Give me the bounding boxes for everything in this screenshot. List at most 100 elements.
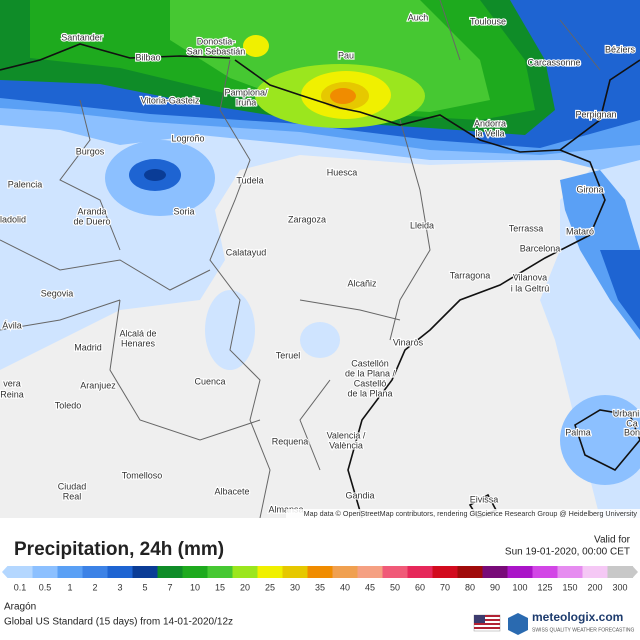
legend-swatch [82,566,108,578]
legend-label: 15 [215,582,225,592]
attribution-bg [286,509,640,518]
place-label: de la Plana / [345,368,396,378]
place-label: Pamplona/ [224,87,268,97]
region: Aragón [4,602,36,613]
legend: 0.1 0.5 1 2 3 5 7 10 15 20 25 30 35 40 45 50 60 70 80 90 100… [2,566,638,592]
place-label: Alcalá de [119,328,156,338]
place-label: Reina [0,389,24,399]
legend-swatch [607,566,633,578]
legend-swatch [182,566,208,578]
legend-swatch [507,566,533,578]
place-label: Toledo [55,400,82,410]
place-label: Donostia- [197,36,236,46]
legend-label: 0.1 [14,582,27,592]
legend-label: 45 [365,582,375,592]
legend-label: 80 [465,582,475,592]
place-label: Palma [565,427,591,437]
place-label: Eivissa [470,494,499,504]
legend-swatch [57,566,83,578]
place-label: Carcassonne [527,57,580,67]
place-label: Andorra [474,118,506,128]
place-label: Alcañiz [347,278,377,288]
valid-time: Sun 19-01-2020, 00:00 CET [505,547,630,558]
place-label: Tomelloso [122,470,163,480]
legend-swatch [32,566,58,578]
place-label: Madrid [74,342,102,352]
place-label: Soria [173,206,194,216]
legend-label: 0.5 [39,582,52,592]
logo [508,613,528,635]
legend-label: 3 [117,582,122,592]
place-label: Girona [576,184,603,194]
place-label: Logroño [171,133,204,143]
legend-arrow [632,566,638,578]
legend-label: 30 [290,582,300,592]
place-label: de la Plana [347,388,392,398]
flag [473,614,501,632]
footer: Precipitation, 24h (mm) Valid for Sun 19… [2,535,638,635]
attribution: Map data © OpenStreetMap contributors, r… [304,509,638,518]
legend-swatch [357,566,383,578]
legend-label: 70 [440,582,450,592]
legend-swatch [482,566,508,578]
place-label: Segovia [41,288,74,298]
legend-label: 35 [315,582,325,592]
place-label: Urbani [613,408,640,418]
legend-label: 150 [562,582,577,592]
place-label: Zaragoza [288,214,326,224]
place-label: Iruña [236,97,257,107]
legend-swatch [407,566,433,578]
legend-swatch [557,566,583,578]
map: Santander Bilbao Donostia-San Sebastián Auc… [0,0,640,518]
place-label: Tarragona [450,270,491,280]
place-label: Burgos [76,146,105,156]
place-label: Albacete [214,486,249,496]
legend-swatch [382,566,408,578]
place-label: Vitoria-Gasteiz [141,95,200,105]
place-label: Aranjuez [80,380,116,390]
place-label: Béziers [605,44,636,54]
legend-label: 50 [390,582,400,592]
place-label: Tudela [236,175,263,185]
place-label: Perpignan [575,109,616,119]
legend-swatch [257,566,283,578]
place-label: Gandia [345,490,374,500]
precip-area [600,250,640,330]
place-label: Valencia / [327,430,366,440]
title: Precipitation, 24h (mm) [14,539,224,560]
legend-arrow [2,566,8,578]
place-label: San Sebastián [187,46,246,56]
place-label: Toulouse [470,16,506,26]
precip-area [300,322,340,358]
tagline: SWISS QUALITY WEATHER FORECASTING [532,627,634,633]
places: Santander Bilbao Donostia-San Sebastián Auc… [0,11,640,515]
valid-label: Valid for [594,535,631,546]
place-label: Bon [624,427,640,437]
place-label: Huesca [327,167,358,177]
place-label: Mataró [566,226,594,236]
place-label: Cuenca [194,376,225,386]
place-label: la Vella [475,128,504,138]
legend-label: 1 [67,582,72,592]
legend-swatch [457,566,483,578]
place-label: Requena [272,436,309,446]
place-label: Vinaròs [393,337,424,347]
place-label: Pau [338,50,354,60]
place-label: i la Geltrú [511,283,550,293]
place-label: Barcelona [520,243,561,253]
place-label: Palencia [8,179,43,189]
legend-label: 25 [265,582,275,592]
place-label: Calatayud [226,247,267,257]
place-label: vera [3,378,21,388]
place-label: Ca [626,418,638,428]
legend-label: 10 [190,582,200,592]
place-label: Terrassa [509,223,544,233]
legend-label: 2 [92,582,97,592]
legend-swatch [132,566,158,578]
legend-label: 7 [167,582,172,592]
legend-swatch [207,566,233,578]
legend-label: 5 [142,582,147,592]
precip-area [144,169,166,181]
place-label: Teruel [276,350,301,360]
